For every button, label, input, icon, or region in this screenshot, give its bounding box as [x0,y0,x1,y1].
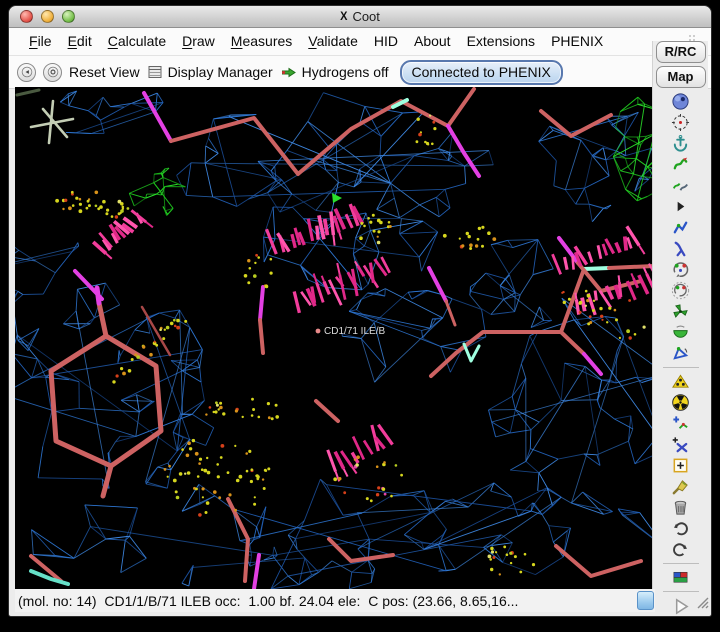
record-view-button[interactable] [43,62,62,82]
play-icon[interactable] [670,595,691,616]
map-button[interactable]: Map [655,66,706,88]
coot-window: X Coot File Edit Calculate Draw Measures Vali… [8,5,712,617]
rotate-translate-zone-icon[interactable] [670,238,691,259]
add-alt-conf-icon[interactable] [670,434,691,455]
window-resize-grip[interactable] [695,595,709,614]
torsion-general-icon[interactable] [670,343,691,364]
menu-about[interactable]: About [413,33,451,49]
real-space-refine-icon[interactable] [670,154,691,175]
sidebar-separator [662,367,699,368]
menu-hid[interactable]: HID [373,33,398,49]
auto-fit-rotamer-icon[interactable] [670,259,691,280]
menu-measures[interactable]: Measures [230,33,293,49]
mutate-autofit-icon[interactable] [670,392,691,413]
menu-phenix[interactable]: PHENIX [551,33,604,49]
window-title-text: Coot [352,9,380,24]
display-manager-icon [148,66,162,78]
menu-edit[interactable]: Edit [67,33,92,49]
titlebar: X Coot [9,6,711,28]
hydrogens-arrow-icon [281,67,296,77]
x11-icon: X [340,10,348,23]
edit-chi-angles-icon[interactable] [670,301,691,322]
place-atom-icon[interactable] [670,455,691,476]
menu-draw[interactable]: Draw [182,33,215,49]
expand-tools-icon[interactable] [670,196,691,217]
main-toolbar: Reset View Display Manager Hydrogens off… [9,56,711,89]
redo-icon[interactable] [670,539,691,560]
menu-bar: File Edit Calculate Draw Measures Validate HID… [9,28,711,56]
back-arrow-icon [21,66,32,78]
status-bar: (mol. no: 14) CD1/1/B/71 ILEB occ: 1.00 … [15,589,655,612]
rotamers-icon[interactable] [670,280,691,301]
map-sphere-icon[interactable] [670,91,691,112]
status-text: (mol. no: 14) CD1/1/B/71 ILEB occ: 1.00 … [18,592,519,609]
menu-validate[interactable]: Validate [308,33,358,49]
anchor-icon[interactable] [670,133,691,154]
clear-pending-picks-icon[interactable] [670,476,691,497]
recentre-crosshair-icon[interactable] [670,112,691,133]
window-title: X Coot [9,9,711,24]
reset-view-label: Reset View [69,64,140,80]
display-manager-button[interactable]: Display Manager [147,64,273,80]
zoom-button[interactable] [62,10,75,23]
status-scroll-thumb[interactable] [637,591,654,610]
atom-label: CD1/71 ILE/B [324,326,385,337]
minimize-button[interactable] [41,10,54,23]
delete-item-icon[interactable] [670,497,691,518]
regularize-zone-icon[interactable] [670,175,691,196]
menu-file[interactable]: File [29,33,52,49]
reset-view-button[interactable]: Reset View [69,64,140,80]
display-manager-label: Display Manager [167,64,273,80]
rigid-body-fit-icon[interactable] [670,217,691,238]
run-refmac-flag-icon[interactable] [670,567,691,588]
density-scene: CD1/71 ILE/B [15,87,655,589]
menu-calculate[interactable]: Calculate [107,33,167,49]
close-button[interactable] [20,10,33,23]
sidebar-separator [662,591,699,592]
add-terminal-residue-icon[interactable] [670,413,691,434]
hydrogens-toggle-button[interactable]: Hydrogens off [280,64,389,80]
undo-nav-button[interactable] [17,62,36,82]
menu-extensions[interactable]: Extensions [466,33,536,49]
undo-icon[interactable] [670,518,691,539]
modelling-sidebar: R/RC Map [652,41,708,615]
hydrogens-label: Hydrogens off [301,64,389,80]
flip-sidechain-180-icon[interactable] [670,322,691,343]
molecular-canvas[interactable]: CD1/71 ILE/B [15,87,655,589]
simple-mutate-icon[interactable] [670,371,691,392]
rrc-button[interactable]: R/RC [655,41,706,63]
sidebar-separator [662,563,699,564]
record-circle-icon [47,66,58,78]
connected-to-phenix-button[interactable]: Connected to PHENIX [399,59,563,85]
